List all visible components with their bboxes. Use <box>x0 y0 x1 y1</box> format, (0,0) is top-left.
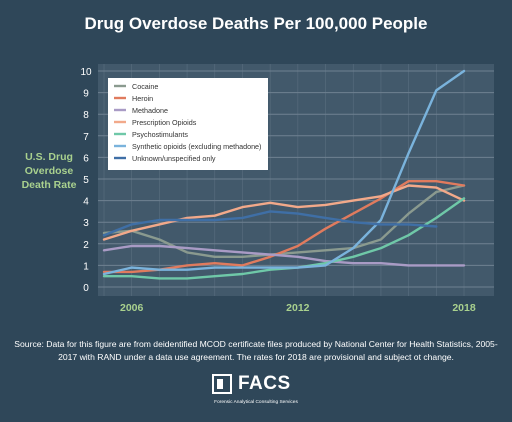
y-tick-label-4: 4 <box>83 197 89 208</box>
series-line-4 <box>102 184 466 241</box>
legend-label-4: Prescription Opioids <box>132 118 197 127</box>
x-tick-label-2012: 2012 <box>286 302 310 314</box>
y-tick-label-1: 1 <box>83 261 89 272</box>
y-tick-label-9: 9 <box>83 89 89 100</box>
chart-title: Drug Overdose Deaths Per 100,000 People <box>84 14 428 33</box>
series-line-1 <box>102 184 466 258</box>
x-tick-label-2018: 2018 <box>452 302 476 314</box>
y-tick-label-6: 6 <box>83 153 89 164</box>
logo-name: FACS <box>238 373 291 394</box>
y-tick-label-8: 8 <box>83 110 89 121</box>
source-note: Source: Data for this figure are from de… <box>14 339 498 362</box>
series-line-7 <box>102 210 438 237</box>
y-axis-label: U.S. Drug Overdose Death Rate <box>4 150 94 192</box>
y-tick-label-5: 5 <box>83 175 89 186</box>
facs-logo-mark <box>212 374 232 394</box>
facs-logo: FACS Forensic Analytical Consulting Serv… <box>206 373 306 414</box>
y-tick-label-7: 7 <box>83 132 89 143</box>
legend-label-6: Synthetic opioids (excluding methadone) <box>132 142 261 151</box>
y-axis-label-line-2: Overdose <box>24 165 74 177</box>
x-tick-label-2006: 2006 <box>120 302 144 314</box>
series-line-6 <box>102 69 466 276</box>
legend-box <box>108 78 268 170</box>
legend-label-3: Methadone <box>132 106 168 115</box>
legend-label-2: Heroin <box>132 94 153 103</box>
legend-label-7: Unknown/unspecified only <box>132 154 216 163</box>
logo-subtitle: Forensic Analytical Consulting Services <box>214 400 298 405</box>
y-tick-label-10: 10 <box>80 67 92 78</box>
legend-label-1: Cocaine <box>132 82 158 91</box>
y-tick-label-0: 0 <box>83 283 89 294</box>
y-tick-label-3: 3 <box>83 218 89 229</box>
y-tick-label-2: 2 <box>83 240 89 251</box>
legend-label-5: Psychostimulants <box>132 130 188 139</box>
y-axis-label-line-3: Death Rate <box>21 179 77 191</box>
y-axis-label-line-1: U.S. Drug <box>25 151 73 163</box>
series-line-3 <box>102 244 466 267</box>
